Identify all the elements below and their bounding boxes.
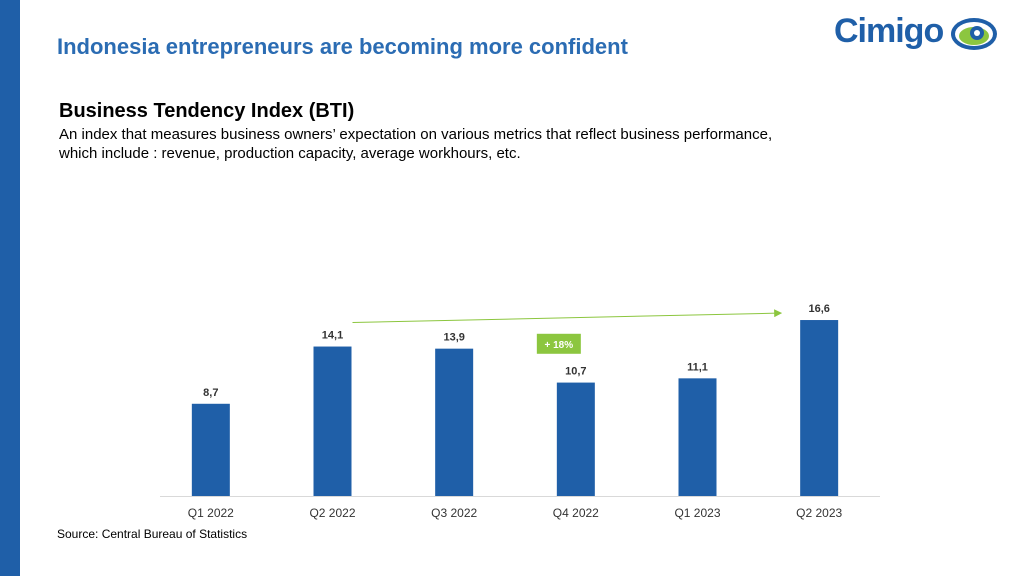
cimigo-logo: Cimigo	[834, 12, 1004, 56]
data-label: 16,6	[808, 303, 829, 315]
x-tick-label: Q1 2023	[674, 506, 720, 520]
data-label: 13,9	[443, 332, 464, 344]
data-label: 14,1	[322, 330, 343, 342]
bar-q1-2022	[191, 403, 230, 496]
x-tick-label: Q4 2022	[553, 506, 599, 520]
data-label: 8,7	[203, 387, 218, 399]
data-label: 11,1	[687, 361, 708, 373]
x-tick-label: Q2 2022	[309, 506, 355, 520]
source-note: Source: Central Bureau of Statistics	[57, 527, 248, 541]
page-title: Indonesia entrepreneurs are becoming mor…	[57, 34, 628, 59]
bar-q2-2022	[313, 346, 352, 496]
growth-badge-label: + 18%	[545, 340, 574, 351]
bar-q2-2023	[800, 320, 839, 496]
growth-arrow	[352, 309, 783, 324]
bar-q4-2022	[556, 382, 595, 496]
bar-q1-2023	[678, 378, 717, 496]
growth-badge	[536, 333, 581, 354]
data-label: 10,7	[565, 366, 586, 378]
bar-q3-2022	[435, 348, 474, 496]
x-tick-label: Q2 2023	[796, 506, 842, 520]
logo-text: Cimigo	[834, 12, 944, 50]
bti-bar-chart: 8,7 14,1 13,9 10,7 11,1 16,6 Q1 2022 Q2 2022 Q3…	[160, 303, 880, 520]
x-tick-label: Q1 2022	[188, 506, 234, 520]
section-title: Business Tendency Index (BTI)	[59, 100, 355, 122]
eye-icon	[951, 18, 997, 50]
x-tick-label: Q3 2022	[431, 506, 477, 520]
left-accent-bar	[0, 0, 20, 576]
section-description: An index that measures business owners’ …	[59, 126, 773, 162]
